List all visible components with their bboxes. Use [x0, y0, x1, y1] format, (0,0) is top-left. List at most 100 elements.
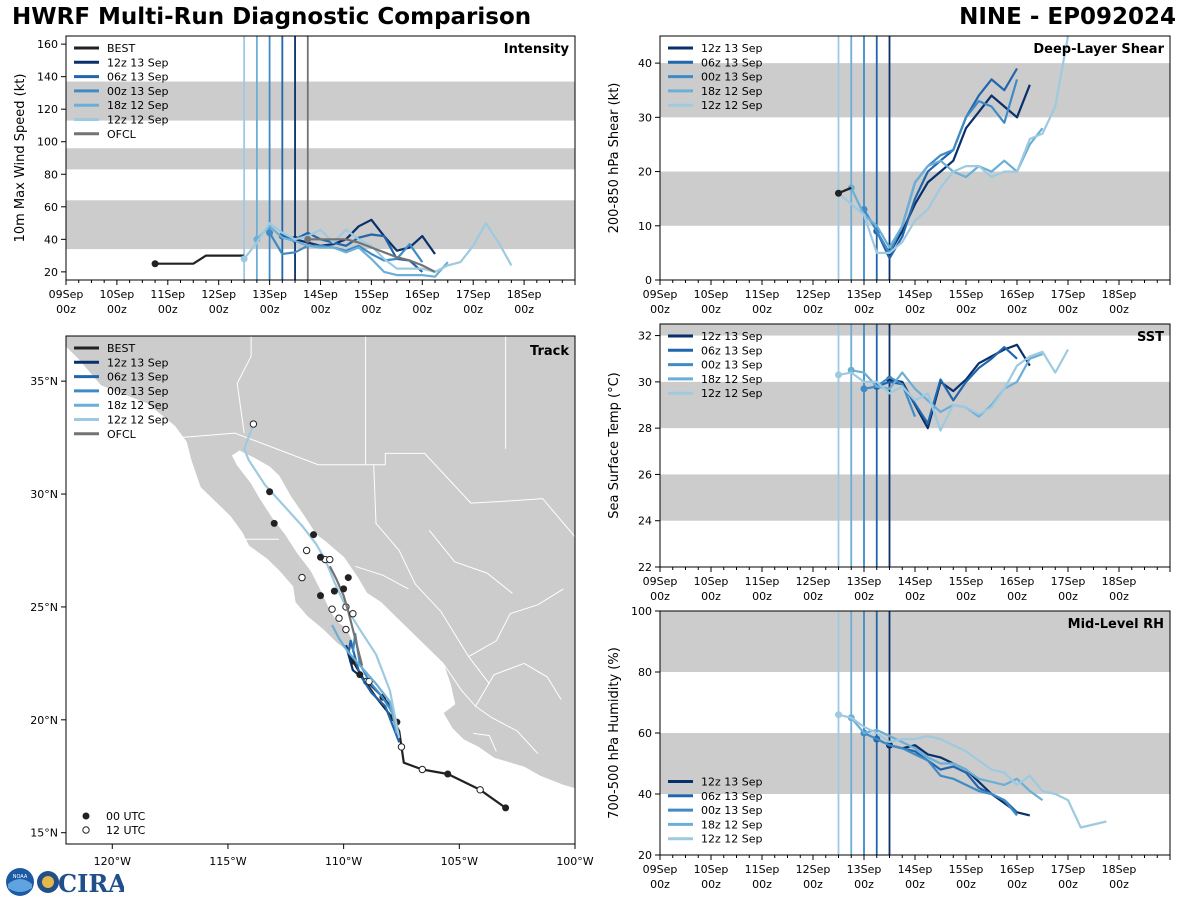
- rh-xtick-label-day: 15Sep: [949, 863, 984, 876]
- sst-legend-label: 12z 13 Sep: [701, 330, 763, 343]
- political-border: [473, 732, 497, 752]
- rh-xtick-label-day: 10Sep: [694, 863, 729, 876]
- sst-xtick-label-hour: 00z: [956, 590, 976, 603]
- shear-xtick-label-hour: 00z: [752, 303, 772, 316]
- political-border: [428, 529, 513, 594]
- intensity-shade-band: [66, 200, 575, 250]
- shear-xtick-label-hour: 00z: [854, 303, 874, 316]
- track-xtick-label: 105°W: [441, 855, 478, 868]
- intensity-series-line: [155, 254, 245, 265]
- sst-ytick-label: 22: [638, 561, 652, 574]
- rh-legend-label: 18z 12 Sep: [701, 818, 763, 831]
- intensity-series-start-point: [151, 260, 159, 268]
- intensity-legend-label: 18z 12 Sep: [107, 99, 169, 112]
- sst-legend-label: 12z 12 Sep: [701, 387, 763, 400]
- sst-xtick-label-day: 10Sep: [694, 575, 729, 588]
- intensity-series-start-point: [240, 255, 248, 263]
- intensity-xtick-label-day: 13Sep: [252, 288, 287, 301]
- rh-xtick-label-day: 17Sep: [1051, 863, 1086, 876]
- track-point-00utc: [344, 574, 352, 582]
- rh-xtick-label-hour: 00z: [854, 878, 874, 891]
- track-point-12utc: [298, 573, 306, 582]
- rh-xtick-label-day: 13Sep: [847, 863, 882, 876]
- shear-xtick-label-day: 15Sep: [949, 288, 984, 301]
- sst-xtick-label-hour: 00z: [1007, 590, 1027, 603]
- sst-xtick-label-day: 12Sep: [796, 575, 831, 588]
- intensity-xtick-label-hour: 00z: [56, 303, 76, 316]
- shear-legend-label: 18z 12 Sep: [701, 85, 763, 98]
- rh-panel-title: Mid-Level RH: [1068, 617, 1164, 632]
- track-point-00utc: [356, 671, 364, 679]
- intensity-xtick-label-day: 09Sep: [49, 288, 84, 301]
- intensity-xtick-label-day: 14Sep: [303, 288, 338, 301]
- track-point-00utc: [340, 585, 348, 593]
- shear-series-line: [850, 127, 1044, 249]
- intensity-series-line: [243, 222, 513, 273]
- sst-shade-band: [660, 324, 1170, 336]
- shear-series-line: [875, 67, 1018, 260]
- sst-series-start-point: [860, 385, 868, 393]
- rh-xtick-label-day: 16Sep: [1000, 863, 1035, 876]
- sst-series-line: [889, 343, 1031, 430]
- intensity-legend-label: 00z 13 Sep: [107, 85, 169, 98]
- intensity-series-start-point: [304, 235, 312, 243]
- intensity-legend-label: OFCL: [107, 128, 137, 141]
- track-point-00utc: [270, 519, 278, 527]
- sst-xtick-label-hour: 00z: [650, 590, 670, 603]
- marker-legend-00utc-icon: [82, 812, 90, 820]
- sst-shade-band: [660, 474, 1170, 521]
- marker-legend-12utc-label: 12 UTC: [106, 824, 146, 837]
- rh-xtick-label-hour: 00z: [1058, 878, 1078, 891]
- shear-xtick-label-day: 12Sep: [796, 288, 831, 301]
- track-point-00utc: [317, 592, 324, 600]
- sst-series-start-point: [835, 371, 842, 379]
- track-ytick-label: 35°N: [30, 375, 58, 388]
- track-xtick-label: 115°W: [209, 855, 246, 868]
- sst-legend-label: 00z 13 Sep: [701, 359, 763, 372]
- track-legend-label: 06z 13 Sep: [107, 371, 169, 384]
- political-border: [179, 432, 575, 538]
- figure-title: HWRF Multi-Run Diagnostic Comparison: [12, 4, 532, 30]
- track-ytick-label: 15°N: [30, 827, 58, 840]
- sst-ytick-label: 30: [638, 376, 652, 389]
- shear-xtick-label-hour: 00z: [650, 303, 670, 316]
- track-point-00utc: [266, 488, 274, 496]
- shear-xtick-label-day: 10Sep: [694, 288, 729, 301]
- shear-xtick-label-day: 17Sep: [1051, 288, 1086, 301]
- track-point-00utc: [330, 587, 338, 595]
- track-legend-label: 12z 13 Sep: [107, 356, 169, 369]
- track-point-00utc: [444, 770, 452, 778]
- track-point-12utc: [326, 555, 334, 564]
- track-map-layer: [66, 336, 575, 812]
- track-legend-label: 12z 12 Sep: [107, 414, 169, 427]
- rh-xtick-label-hour: 00z: [650, 878, 670, 891]
- sst-xtick-label-hour: 00z: [854, 590, 874, 603]
- rh-xtick-label-day: 18Sep: [1102, 863, 1137, 876]
- intensity-xtick-label-day: 15Sep: [354, 288, 389, 301]
- shear-ytick-label: 40: [638, 57, 652, 70]
- track-point-12utc: [476, 786, 484, 794]
- shear-ytick-label: 0: [645, 274, 652, 287]
- rh-xtick-label-day: 14Sep: [898, 863, 933, 876]
- intensity-ytick-label: 60: [44, 201, 58, 214]
- track-legend-label: OFCL: [107, 428, 137, 441]
- rh-xtick-label-day: 12Sep: [796, 863, 831, 876]
- shear-legend-label: 12z 12 Sep: [701, 99, 763, 112]
- sst-xtick-label-day: 17Sep: [1051, 575, 1086, 588]
- track-point-12utc: [397, 743, 406, 751]
- sst-ytick-label: 28: [638, 422, 652, 435]
- shear-xtick-label-day: 13Sep: [847, 288, 882, 301]
- noaa-cira-logo: NOAA CIRA: [6, 868, 124, 898]
- intensity-panel-title: Intensity: [504, 42, 570, 57]
- intensity-xtick-label-hour: 00z: [158, 303, 178, 316]
- shear-ytick-label: 30: [638, 111, 652, 124]
- track-axes-frame: [65, 335, 576, 845]
- intensity-shade-band: [66, 81, 575, 121]
- shear-panel-title: Deep-Layer Shear: [1033, 42, 1164, 57]
- track-ytick-label: 25°N: [30, 601, 58, 614]
- sst-xtick-label-hour: 00z: [1058, 590, 1078, 603]
- intensity-ylabel: 10m Max Wind Speed (kt): [13, 74, 28, 243]
- intensity-series-line: [268, 232, 424, 263]
- sst-xtick-label-day: 13Sep: [847, 575, 882, 588]
- shear-legend-label: 06z 13 Sep: [701, 56, 763, 69]
